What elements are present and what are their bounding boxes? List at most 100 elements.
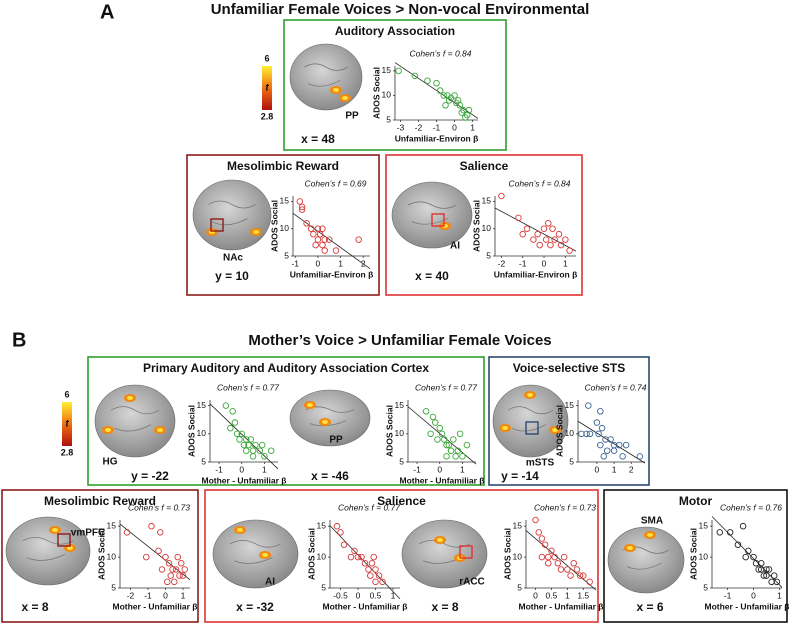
point [610,447,618,454]
point [739,522,747,530]
box-title: Primary Auditory and Auditory Associatio… [143,361,429,375]
point [755,566,762,573]
activation [322,420,328,424]
point [321,236,328,243]
y-tick-label: 10 [565,428,575,438]
point [148,522,155,530]
point [422,408,430,415]
point [515,214,522,222]
point [773,578,781,586]
brain-sulci [110,406,160,432]
colorbar-max: 6 [264,53,269,63]
brain-image [492,384,569,458]
point [534,230,541,238]
point [763,572,770,579]
point [536,241,544,249]
activation [253,230,259,234]
region-label: SMA [641,516,663,527]
point [567,572,574,579]
point [236,436,243,443]
x-tick-label: 0 [163,590,168,600]
y-tick-label: 15 [395,400,405,410]
point [424,77,431,84]
point [576,572,584,579]
point [368,560,376,567]
slice-coordinate: x = -46 [311,469,349,483]
x-axis-label: Unfamiliar-Environ β [395,133,479,143]
point [165,560,173,567]
point [597,441,604,449]
point [321,247,328,254]
y-axis-label: ADOS Social [371,67,381,119]
x-tick-label: -3 [397,122,405,132]
point [440,92,447,99]
point [619,453,626,460]
brain-image [94,384,176,458]
x-tick-label: -0.5 [333,590,348,600]
brain-image [212,519,299,589]
activation [627,546,633,550]
point [261,453,268,460]
activation [437,538,443,542]
activation [527,393,533,397]
point [312,241,319,249]
effect-size: Cohen’s f = 0.69 [305,178,367,188]
effect-size: Cohen’s f = 0.77 [217,382,279,392]
point [431,419,439,426]
activation [342,96,348,100]
panel-label: B [12,329,26,351]
point [458,109,466,116]
y-tick-label: 15 [482,196,492,206]
box-title: Mesolimbic Reward [44,494,156,508]
x-axis-label: Mother - Unfamiliar β [202,475,287,485]
point [745,547,752,555]
point [603,447,611,454]
region-label: HG [103,457,118,468]
point [593,419,601,426]
x-tick-label: 0 [542,258,547,268]
point [586,578,593,586]
y-tick-label: 15 [565,400,575,410]
panel-box [385,154,583,296]
point [429,413,437,421]
y-tick-label: 5 [703,582,708,592]
point [249,453,257,460]
region-label: rACC [459,577,485,588]
point [541,541,549,548]
point [307,225,315,232]
y-tick-label: 5 [486,250,491,260]
x-tick-label: 0.5 [370,590,382,600]
y-axis-label: ADOS Social [471,200,481,252]
x-tick-label: -2 [498,258,506,268]
slice-coordinate: x = -32 [236,600,274,614]
point [163,578,171,586]
point [570,560,577,567]
point [436,424,443,432]
colorbar-min: 2.8 [261,111,274,121]
slice-coordinate: y = 10 [215,269,249,283]
point [523,225,531,232]
point [296,198,304,205]
activation [502,426,508,430]
colorbar [262,66,272,110]
y-tick-label: 10 [107,551,117,561]
brain-image [192,179,272,251]
point [337,529,344,536]
point [551,553,558,561]
y-tick-label: 15 [197,400,207,410]
panel-box [283,19,507,151]
activation [67,546,73,550]
point [451,92,458,99]
point [310,230,317,238]
point [463,441,471,449]
point [600,453,608,460]
y-tick-label: 5 [517,582,522,592]
point [354,553,362,561]
x-tick-label: 1 [460,464,465,474]
point [267,447,275,454]
slice-coordinate: x = 40 [415,269,449,283]
activation [307,403,313,407]
point [734,541,742,548]
fit-line [329,525,401,600]
